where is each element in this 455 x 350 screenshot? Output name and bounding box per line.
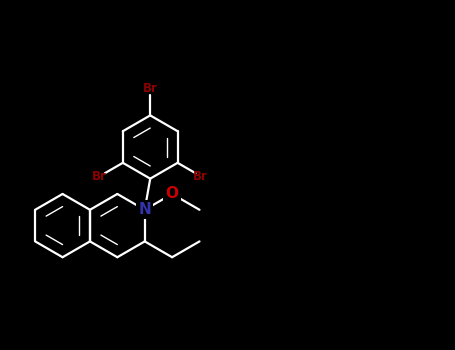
Text: N: N [138,202,151,217]
Text: Br: Br [143,82,157,95]
Text: Br: Br [92,170,107,183]
Text: Br: Br [193,170,208,183]
Text: O: O [166,187,179,202]
